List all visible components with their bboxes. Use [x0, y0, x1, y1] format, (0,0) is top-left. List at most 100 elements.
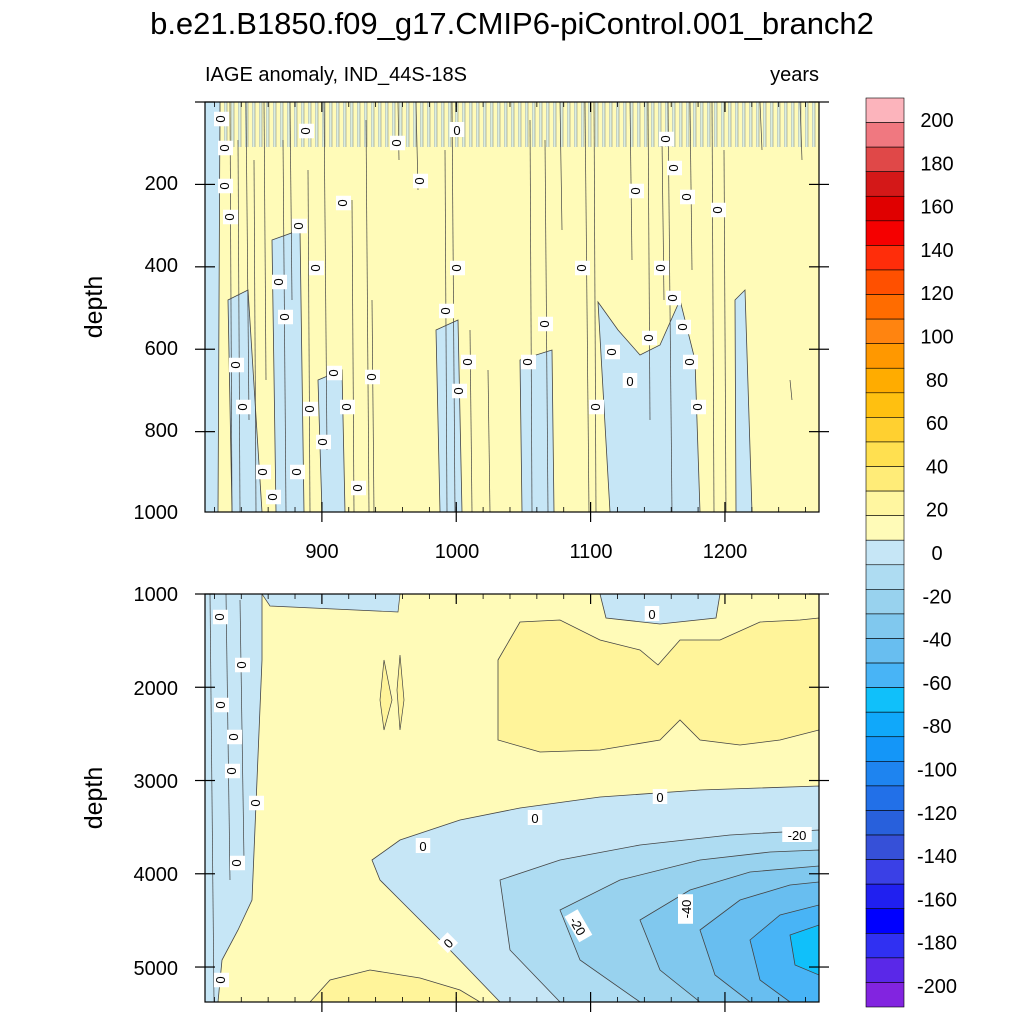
contour-label-bg [711, 202, 726, 218]
contour-label-bg [351, 480, 366, 496]
contour-label-bg [214, 972, 229, 988]
colorbar-box [865, 466, 905, 492]
contour-label-text: 0 [213, 976, 228, 983]
contour-label: 0 [226, 729, 242, 745]
top-xtick-label: 900 [305, 541, 338, 563]
contour-label-bg [782, 827, 812, 842]
contour-label-bg [678, 894, 693, 924]
colorbar-box [865, 736, 905, 762]
contour-label-text: 0 [217, 182, 232, 189]
contour-label-bg [691, 399, 706, 415]
contour-label-bg [527, 810, 543, 825]
contour-label-text: 0 [339, 403, 354, 410]
colorbar-box [865, 294, 905, 320]
top-ytick-label: 400 [145, 255, 178, 277]
contour-label-bg [439, 303, 454, 319]
contour-label-text: 0 [265, 493, 280, 500]
colorbar-box [865, 122, 905, 148]
contour-label: 0 [658, 131, 674, 147]
bottom-ytick-label: 4000 [134, 864, 179, 886]
contour-label-bg [667, 160, 682, 176]
contour-label: 0 [690, 399, 706, 415]
colorbar-box [865, 883, 905, 910]
colorbar-tick-label: 160 [920, 197, 953, 219]
contour-label: 0 [212, 609, 228, 625]
colorbar-tick-label: 180 [920, 153, 953, 175]
contour-label-text: -40 [679, 900, 694, 919]
contour-label: 0 [679, 189, 695, 205]
contour-label: 0 [622, 373, 638, 389]
contour-label-text: 0 [255, 468, 270, 475]
contour-label-bg [589, 399, 604, 415]
contour-label: 0 [302, 401, 318, 417]
contour-label: 0 [588, 399, 604, 415]
contour-label-bg [564, 909, 593, 943]
contour-label-bg [390, 135, 405, 151]
colorbar: 200180160140120100806040200-20-40-60-80-… [865, 97, 957, 1008]
contour-label-text: 0 [226, 733, 241, 740]
colorbar-tick-label: 100 [920, 327, 953, 349]
contour-label: 0 [412, 173, 428, 189]
contour-label: 0 [628, 183, 644, 199]
contour-label-bg [292, 218, 307, 234]
contour-label-text: 0 [315, 438, 330, 445]
contour-label-bg [629, 183, 644, 199]
contour-label-bg [309, 260, 324, 276]
contour-label: 0 [641, 330, 657, 346]
contour-label-text: 0 [222, 213, 237, 220]
contour-label: 0 [537, 316, 553, 332]
contour-label-text: 0 [248, 799, 263, 806]
contour-label: 0 [335, 195, 351, 211]
bottom-ytick-label: 1000 [134, 584, 179, 606]
contour-label: -20 [782, 827, 812, 843]
contour-label: 0 [248, 795, 264, 811]
contour-label-text: 0 [277, 313, 292, 320]
top-axis-ticks [195, 101, 829, 522]
contour-label-text: 0 [217, 144, 232, 151]
contour-label-text: 0 [289, 468, 304, 475]
colorbar-box [865, 834, 905, 860]
contour-label: 0 [308, 260, 324, 276]
colorbar-tick-label: -60 [923, 673, 952, 695]
colorbar-tick-label: -120 [917, 803, 957, 825]
contour-label-text: 0 [213, 701, 228, 708]
top-panel-subtitle-left: IAGE anomaly, IND_44S-18S [205, 64, 467, 86]
contour-label: 0 [710, 202, 726, 218]
contour-label-bg [256, 464, 271, 480]
contour-label-text: 0 [679, 193, 694, 200]
top-xtick-label: 1000 [435, 541, 480, 563]
colorbar-box [865, 367, 905, 394]
bottom-ytick-label: 3000 [134, 771, 179, 793]
colorbar-box [865, 785, 905, 811]
contour-label-text: 0 [656, 790, 663, 805]
colorbar-box [865, 564, 905, 590]
colorbar-tick-label: -100 [917, 760, 957, 782]
contour-label-text: 0 [574, 264, 589, 271]
top-panel-field [205, 102, 819, 512]
contour-label: 0 [449, 122, 465, 138]
contour-label-bg [340, 399, 355, 415]
contour-label: 0 [449, 260, 465, 276]
contour-label-text: 0 [537, 320, 552, 327]
colorbar-tick-label: -140 [917, 846, 957, 868]
colorbar-box [865, 662, 905, 688]
contour-label: 0 [527, 810, 543, 826]
contour-label-bg [644, 606, 660, 621]
colorbar-box [865, 195, 905, 222]
contour-label-text: 0 [449, 264, 464, 271]
contour-label-bg [223, 209, 238, 225]
contour-label-text: 0 [298, 127, 313, 134]
colorbar-box [865, 97, 905, 123]
contour-label-text: 0 [626, 374, 633, 389]
contour-label-bg [365, 369, 380, 385]
contour-label-bg [680, 189, 695, 205]
colorbar-box [865, 343, 905, 369]
contour-label-text: 0 [212, 613, 227, 620]
top-xtick-label: 1100 [569, 541, 612, 563]
colorbar-box [865, 392, 905, 418]
contour-label-bg [452, 383, 467, 399]
contour-label-text: 0 [438, 307, 453, 314]
contour-label-text: 0 [453, 123, 460, 138]
contour-label-text: 0 [213, 115, 228, 122]
contour-label-text: 0 [229, 859, 244, 866]
